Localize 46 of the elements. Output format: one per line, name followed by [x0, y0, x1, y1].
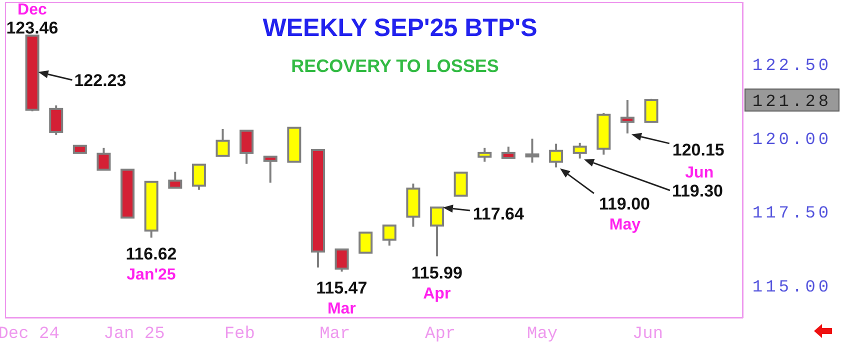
x-tick-label: Apr: [425, 325, 456, 344]
annotation: Jan'25: [126, 266, 176, 284]
annotation: 115.47: [316, 278, 368, 298]
candlestick: [96, 146, 111, 171]
annotation: Apr: [423, 285, 451, 302]
candlestick: [620, 99, 634, 134]
y-tick-label: 120.00: [752, 130, 832, 150]
candlestick: [501, 146, 516, 159]
text: WEEKLY SEP'25 BTP'S: [262, 14, 538, 42]
candlestick: [216, 128, 230, 157]
annotation: May: [609, 216, 641, 234]
candlestick: [454, 172, 468, 197]
annotation: 116.62: [126, 244, 177, 264]
candlestick: [263, 156, 278, 184]
y-tick-label: 117.50: [752, 204, 832, 224]
annotation: 119.30: [672, 181, 724, 200]
x-tick-label: Jun: [632, 325, 664, 344]
annotation: 119.00: [598, 194, 650, 214]
candlestick: [240, 130, 254, 165]
candlestick: [168, 170, 182, 189]
x-tick-label: Jan 25: [104, 325, 165, 344]
candlestick: [549, 142, 564, 168]
x-tick-label: Feb: [224, 325, 255, 344]
x-tick-label: May: [527, 325, 558, 344]
annotation: 115.99: [411, 263, 462, 282]
annotation: Dec: [18, 2, 47, 19]
candlestick: [49, 104, 64, 136]
candlestick: [478, 146, 492, 163]
x-tick-label: Mar: [320, 325, 350, 344]
candlestick: [334, 248, 349, 273]
candlestick: [572, 142, 587, 160]
annotation: 117.64: [472, 204, 525, 224]
y-tick-label: 122.50: [752, 57, 832, 76]
annotation: 122.23: [74, 70, 126, 90]
annotation: Jun: [685, 164, 714, 182]
candlestick: [525, 138, 540, 164]
y-tick-label: 121.28: [752, 93, 832, 112]
text: RECOVERY TO LOSSES: [291, 56, 499, 76]
candlestick: [382, 224, 396, 247]
candlestick: [192, 164, 206, 191]
annotation: 120.15: [672, 140, 724, 160]
annotation: Mar: [327, 300, 356, 318]
y-tick-label: 115.00: [752, 278, 832, 298]
candlestick: [358, 232, 373, 254]
candlestick: [644, 98, 658, 123]
annotation: 123.46: [6, 18, 58, 38]
